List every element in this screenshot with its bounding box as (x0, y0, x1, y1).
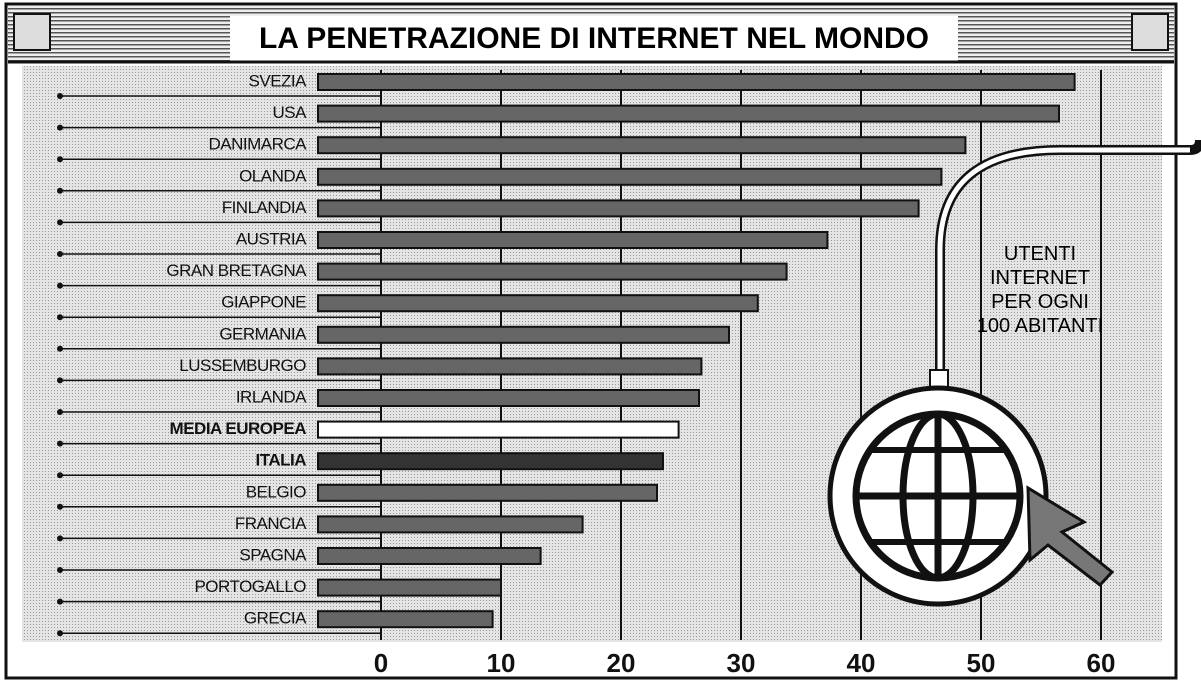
leader-dot (57, 409, 63, 415)
category-label: GIAPPONE (221, 293, 306, 312)
bar (318, 264, 787, 280)
category-label: DANIMARCA (208, 135, 307, 154)
bar (318, 485, 657, 501)
category-label: PORTOGALLO (194, 577, 306, 596)
annotation-line: 100 ABITANTI (977, 315, 1103, 337)
chart: LA PENETRAZIONE DI INTERNET NEL MONDO SV… (0, 0, 1201, 682)
bar (318, 548, 541, 564)
bar (318, 295, 758, 311)
leader-dot (57, 283, 63, 289)
leader-dot (57, 125, 63, 131)
category-label: BELGIO (246, 482, 307, 501)
bar (318, 453, 663, 469)
category-label: MEDIA EUROPEA (170, 419, 307, 438)
x-tick-label: 40 (847, 648, 876, 678)
bar (318, 580, 501, 596)
category-label: IRLANDA (236, 387, 307, 406)
category-label: GRECIA (244, 609, 307, 628)
leader-dot (57, 156, 63, 162)
bar (318, 232, 827, 248)
category-label: USA (273, 103, 308, 122)
page: {"chart_data":{"type":"bar","orientation… (0, 0, 1201, 687)
category-label: GERMANIA (219, 324, 307, 343)
bar (318, 327, 729, 343)
x-tick-label: 20 (607, 648, 636, 678)
bar (318, 74, 1075, 90)
annotation-line: INTERNET (990, 267, 1090, 289)
category-label: AUSTRIA (236, 229, 307, 248)
bar (318, 137, 965, 153)
leader-dot (57, 441, 63, 447)
annotation-line: UTENTI (1004, 243, 1076, 265)
leader-dot (57, 346, 63, 352)
leader-dot (57, 93, 63, 99)
x-tick-label: 50 (967, 648, 996, 678)
x-tick-label: 60 (1087, 648, 1116, 678)
leader-dot (57, 377, 63, 383)
x-tick-label: 0 (374, 648, 388, 678)
window-box (1132, 14, 1168, 50)
x-tick-label: 30 (727, 648, 756, 678)
leader-dot (57, 251, 63, 257)
leader-dot (57, 472, 63, 478)
bar (318, 611, 493, 627)
leader-dot (57, 567, 63, 573)
category-label: SVEZIA (249, 71, 308, 90)
bar (318, 200, 919, 216)
category-label: GRAN BRETAGNA (166, 261, 307, 280)
chart-title: LA PENETRAZIONE DI INTERNET NEL MONDO (259, 22, 929, 55)
leader-dot (57, 219, 63, 225)
leader-dot (57, 314, 63, 320)
category-label: FINLANDIA (222, 198, 307, 217)
x-tick-label: 10 (487, 648, 516, 678)
bar (318, 422, 679, 438)
window-box (14, 14, 50, 50)
bar (318, 516, 583, 532)
category-label: SPAGNA (239, 545, 307, 564)
bar (318, 358, 701, 374)
leader-dot (57, 630, 63, 636)
category-label: OLANDA (239, 166, 307, 185)
annotation-line: PER OGNI (991, 291, 1089, 313)
leader-dot (57, 599, 63, 605)
bar (318, 169, 941, 185)
bar (318, 106, 1059, 122)
leader-dot (57, 504, 63, 510)
leader-dot (57, 188, 63, 194)
category-label: ITALIA (255, 451, 306, 470)
category-label: FRANCIA (235, 514, 307, 533)
bar (318, 390, 699, 406)
leader-dot (57, 535, 63, 541)
category-label: LUSSEMBURGO (179, 356, 306, 375)
